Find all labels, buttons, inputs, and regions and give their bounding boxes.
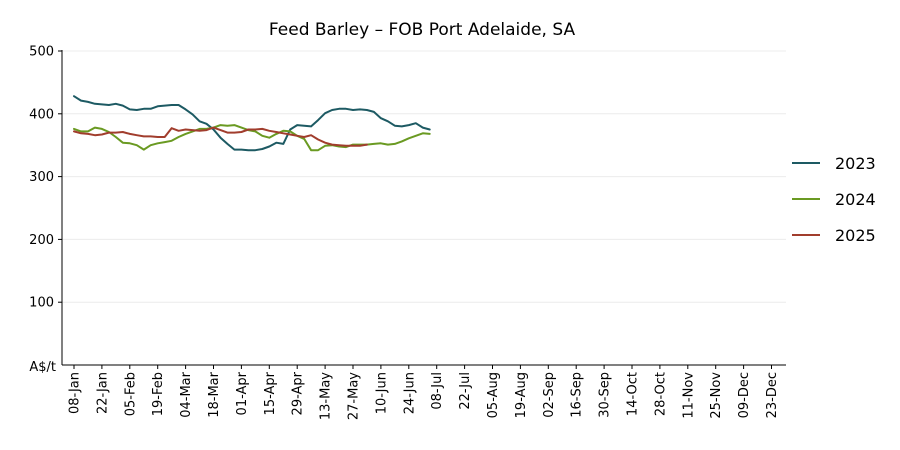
x-tick-label: 08-Jul — [430, 372, 445, 410]
legend-label-2023: 2023 — [835, 154, 876, 173]
x-tick-label: 08-Jan — [68, 372, 83, 414]
axes — [58, 50, 786, 369]
legend-label-2025: 2025 — [835, 226, 876, 245]
y-tick-label: 200 — [29, 233, 54, 248]
x-tick-label: 01-Apr — [235, 371, 250, 415]
x-tick-label: 27-May — [347, 372, 362, 420]
x-tick-label: 10-Jun — [374, 372, 389, 414]
legend-label-2024: 2024 — [835, 190, 876, 209]
x-tick-label: 16-Sep — [570, 372, 585, 418]
legend: 2023 2024 2025 — [792, 154, 876, 245]
x-tick-label: 13-May — [319, 372, 334, 420]
x-tick-label: 22-Jul — [458, 372, 473, 410]
x-tick-label: 30-Sep — [598, 372, 613, 418]
y-axis-label: A$/t — [29, 360, 56, 375]
x-tick-label: 09-Dec — [737, 372, 752, 418]
x-tick-labels: 08-Jan 22-Jan 05-Feb 19-Feb 04-Mar 18-Mar 01-A… — [68, 371, 781, 420]
x-tick-label: 15-Apr — [263, 371, 278, 415]
x-tick-label: 24-Jun — [402, 372, 417, 414]
y-tick-label: 400 — [29, 107, 54, 122]
x-tick-label: 04-Mar — [179, 371, 194, 417]
x-tick-label: 11-Nov — [681, 372, 696, 419]
series-line-2025 — [73, 126, 368, 147]
series-line-2023 — [73, 95, 431, 152]
x-tick-label: 19-Feb — [151, 372, 166, 416]
x-tick-label: 14-Oct — [626, 372, 641, 416]
series-line-2024 — [73, 124, 431, 152]
x-tick-label: 25-Nov — [709, 372, 724, 419]
y-tick-labels: 100 200 300 400 500 — [29, 45, 54, 311]
series-lines — [73, 95, 431, 152]
x-tick-label: 19-Aug — [514, 372, 529, 418]
y-tick-label: 500 — [29, 45, 54, 60]
y-tick-label: 300 — [29, 170, 54, 185]
x-tick-label: 05-Feb — [123, 372, 138, 416]
chart-title: Feed Barley – FOB Port Adelaide, SA — [269, 20, 576, 40]
gridlines — [62, 50, 786, 303]
y-tick-label: 100 — [29, 296, 54, 311]
x-tick-label: 22-Jan — [95, 372, 110, 414]
x-tick-label: 02-Sep — [542, 372, 557, 418]
x-tick-label: 29-Apr — [291, 371, 306, 415]
x-tick-label: 05-Aug — [486, 372, 501, 418]
x-tick-label: 18-Mar — [207, 371, 222, 417]
x-tick-label: 28-Oct — [653, 372, 668, 416]
x-tick-label: 23-Dec — [765, 372, 780, 418]
